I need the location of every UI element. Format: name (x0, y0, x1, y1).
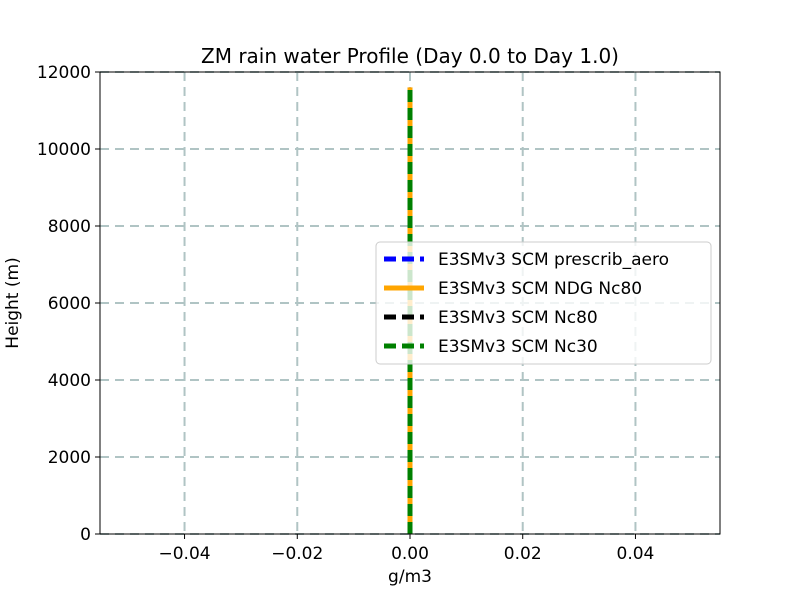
y-tick-label: 6000 (48, 294, 91, 314)
y-axis-ticks: 0 2000 4000 6000 8000 10000 12000 (37, 63, 100, 545)
x-axis-label: g/m3 (388, 567, 432, 587)
x-axis-ticks: −0.04 −0.02 0.00 0.02 0.04 (158, 534, 654, 564)
plot-frame (99, 71, 721, 535)
x-tick-label: −0.04 (158, 544, 210, 564)
y-tick-label: 4000 (48, 371, 91, 391)
y-tick-label: 10000 (37, 140, 91, 160)
legend-box (375, 241, 712, 365)
legend-label: E3SMv3 SCM Nc80 (438, 308, 598, 328)
legend-label: E3SMv3 SCM NDG Nc80 (438, 279, 642, 299)
y-tick-label: 2000 (48, 448, 91, 468)
x-tick-label: 0.00 (391, 544, 429, 564)
y-tick-label: 8000 (48, 217, 91, 237)
y-axis-label: Height (m) (3, 257, 23, 348)
legend-label: E3SMv3 SCM prescrib_aero (438, 250, 669, 270)
y-tick-label: 0 (80, 525, 91, 545)
x-tick-label: 0.04 (617, 544, 655, 564)
legend: E3SMv3 SCM prescrib_aero E3SMv3 SCM NDG N… (375, 241, 712, 365)
x-tick-label: −0.02 (271, 544, 323, 564)
legend-label: E3SMv3 SCM Nc30 (438, 337, 598, 357)
chart-title: ZM rain water Profile (Day 0.0 to Day 1.… (201, 44, 619, 68)
y-tick-label: 12000 (37, 63, 91, 83)
x-tick-label: 0.02 (504, 544, 542, 564)
